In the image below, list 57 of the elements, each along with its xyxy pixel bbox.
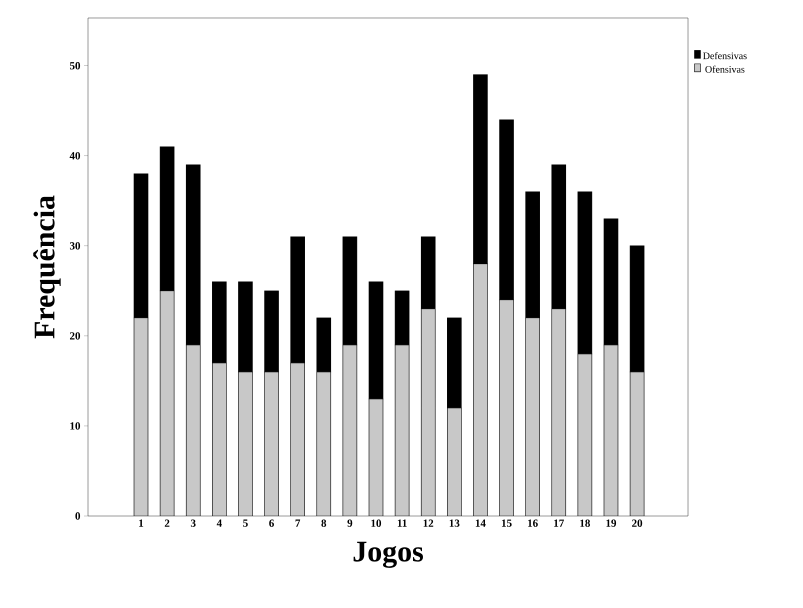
x-tick-label: 6 xyxy=(269,520,274,527)
x-axis-title: Jogos xyxy=(354,542,423,568)
bar xyxy=(186,344,201,516)
x-tick-label: 15 xyxy=(502,520,512,527)
x-tick-label: 20 xyxy=(632,520,642,527)
bar xyxy=(447,318,462,408)
bar xyxy=(368,282,384,400)
bar xyxy=(604,344,618,516)
bar xyxy=(290,362,305,516)
x-tick-label: 17 xyxy=(554,520,564,527)
x-tick-label: 10 xyxy=(371,520,382,527)
x-tick-label: 12 xyxy=(424,520,434,527)
bar xyxy=(578,354,592,516)
y-tick-label: 10 xyxy=(70,422,80,430)
y-tick-label: 50 xyxy=(70,62,80,70)
bar xyxy=(316,318,332,372)
bar xyxy=(420,308,436,516)
y-tick-label: 0 xyxy=(75,512,80,520)
legend-label: Ofensivas xyxy=(705,66,744,73)
bar xyxy=(551,308,566,516)
x-tick-label: 5 xyxy=(243,520,248,527)
x-tick-label: 4 xyxy=(216,520,222,527)
bar xyxy=(264,372,279,516)
x-tick-label: 1 xyxy=(139,520,144,527)
x-tick-label: 8 xyxy=(321,520,326,527)
bar xyxy=(394,344,410,516)
x-tick-label: 16 xyxy=(528,520,538,527)
x-tick-label: 19 xyxy=(606,520,616,527)
bar xyxy=(499,300,514,516)
x-tick-label: 7 xyxy=(296,520,300,527)
x-tick-label: 18 xyxy=(580,520,590,527)
bar xyxy=(238,282,253,372)
bar xyxy=(160,290,174,516)
bar xyxy=(316,372,332,516)
x-tick-label: 3 xyxy=(190,520,196,527)
bar xyxy=(264,290,279,372)
bar xyxy=(394,290,410,346)
bar xyxy=(134,318,148,516)
bar xyxy=(212,282,227,364)
y-tick-label: 40 xyxy=(70,152,80,160)
bar xyxy=(342,344,358,516)
x-tick-label: 9 xyxy=(347,520,352,527)
y-tick-label: 20 xyxy=(70,332,80,340)
bar xyxy=(212,362,227,516)
bar xyxy=(238,372,253,516)
y-tick-label: 30 xyxy=(70,242,80,250)
bar xyxy=(630,372,644,516)
y-axis-title: Frequência xyxy=(33,195,61,338)
x-tick-label: 13 xyxy=(450,520,460,527)
x-tick-label: 11 xyxy=(398,520,407,527)
legend-label: Defensivas xyxy=(703,52,747,60)
bar xyxy=(368,398,384,516)
bar xyxy=(447,408,462,516)
x-tick-label: 14 xyxy=(476,520,486,527)
bar xyxy=(525,318,540,516)
bar xyxy=(473,264,488,516)
x-tick-label: 2 xyxy=(164,520,170,527)
